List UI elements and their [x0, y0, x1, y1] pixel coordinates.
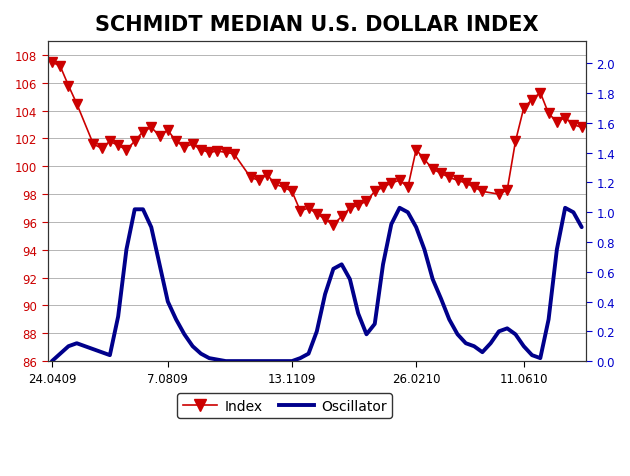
Title: SCHMIDT MEDIAN U.S. DOLLAR INDEX: SCHMIDT MEDIAN U.S. DOLLAR INDEX — [95, 15, 539, 35]
Legend: Index, Oscillator: Index, Oscillator — [177, 393, 392, 418]
